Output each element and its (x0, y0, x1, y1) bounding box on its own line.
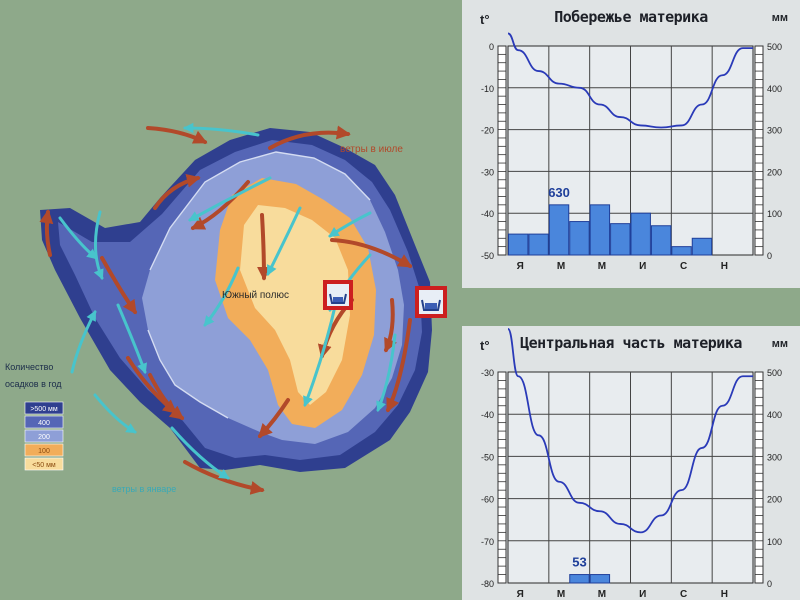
precip-tick-label: 500 (767, 42, 782, 52)
scale-strip (754, 371, 764, 584)
month-tick-label: С (680, 261, 687, 272)
month-tick-label: М (598, 261, 606, 272)
total-precipitation-label: 630 (548, 185, 570, 200)
temp-tick-label: -70 (481, 537, 494, 547)
winds-january-label: ветры в январе (112, 484, 176, 494)
pole-label: Южный полюс (222, 290, 289, 301)
precip-tick-label: 200 (767, 167, 782, 177)
temp-tick-label: -60 (481, 495, 494, 505)
temp-tick-label: -50 (481, 251, 494, 261)
temp-tick-label: -40 (481, 209, 494, 219)
precipitation-bar (528, 233, 549, 256)
month-tick-label: И (639, 589, 646, 600)
station-marker-coast[interactable] (415, 286, 447, 318)
legend-swatch (24, 443, 64, 457)
winds-july-label: ветры в июле (340, 144, 403, 155)
legend-label: <50 мм (32, 462, 56, 469)
precipitation-bar (508, 233, 529, 256)
temperature-unit: t° (480, 12, 490, 27)
legend-title-line1: Количество (5, 362, 53, 372)
antarctica-precipitation-map: ветры в июле Южный полюс ветры в январе … (5, 122, 447, 495)
temp-tick-label: -40 (481, 410, 494, 420)
precipitation-bar (589, 574, 611, 584)
temp-tick-label: -20 (481, 126, 494, 136)
precip-tick-label: 400 (767, 84, 782, 94)
temperature-line (507, 328, 753, 534)
month-tick-label: Я (517, 261, 524, 272)
temp-tick-label: -30 (481, 167, 494, 177)
temp-tick-label: -30 (481, 368, 494, 378)
precip-tick-label: 100 (767, 537, 782, 547)
month-tick-label: М (557, 261, 565, 272)
temp-tick-label: -80 (481, 579, 494, 589)
precipitation-bar (691, 237, 713, 256)
scale-strip (497, 45, 507, 256)
temperature-line (507, 32, 753, 129)
month-tick-label: С (680, 589, 687, 600)
precipitation-bar (569, 221, 590, 256)
precipitation-bar (630, 212, 651, 256)
precip-tick-label: 100 (767, 209, 782, 219)
precipitation-bar (569, 574, 590, 584)
legend-swatch (24, 457, 64, 471)
month-tick-label: Я (517, 589, 524, 600)
precip-tick-label: 400 (767, 410, 782, 420)
month-tick-label: Н (721, 589, 728, 600)
scale-strip (497, 371, 507, 584)
legend-swatch (24, 415, 64, 429)
temperature-unit: t° (480, 338, 490, 353)
temp-tick-label: -50 (481, 452, 494, 462)
month-tick-label: М (557, 589, 565, 600)
precip-tick-label: 200 (767, 495, 782, 505)
month-tick-label: М (598, 589, 606, 600)
month-tick-label: И (639, 261, 646, 272)
scale-strip (754, 45, 764, 256)
precipitation-bar (589, 204, 611, 256)
precip-tick-label: 300 (767, 126, 782, 136)
precipitation-bar (548, 204, 570, 256)
legend-label: 100 (38, 448, 50, 455)
precipitation-unit: мм (771, 12, 788, 24)
precip-tick-label: 0 (767, 579, 772, 589)
temp-tick-label: -10 (481, 84, 494, 94)
total-precipitation-label: 53 (572, 555, 586, 570)
legend-label: >500 мм (30, 406, 58, 413)
climate-chart-coast: Побережье материка t° мм 0 -10 -20 -30 -40 -5… (462, 0, 800, 288)
legend-label: 400 (38, 420, 50, 427)
red-wind-arrows (39, 125, 413, 495)
month-tick-label: Н (721, 261, 728, 272)
climate-chart-svg: -30 -40 -50 -60 -70 -80 500 400 300 200 100 0 53 Я М М И… (481, 328, 782, 600)
precipitation-bar (610, 223, 631, 256)
precip-tick-label: 500 (767, 368, 782, 378)
precip-tick-label: 300 (767, 452, 782, 462)
precip-tick-label: 0 (767, 251, 772, 261)
climate-chart-svg: 0 -10 -20 -30 -40 -50 500 400 300 200 100 0 630 Я М М И С… (481, 32, 782, 272)
precipitation-bar (650, 225, 672, 256)
precipitation-unit: мм (771, 338, 788, 350)
legend-swatch (24, 401, 64, 415)
legend-label: 200 (38, 434, 50, 441)
station-marker-central[interactable] (323, 280, 353, 310)
legend-swatch (24, 429, 64, 443)
precipitation-bar (671, 246, 692, 256)
temp-tick-label: 0 (489, 42, 494, 52)
chart-title: Побережье материка (554, 8, 708, 26)
climate-chart-center: Центральная часть материка t° мм -30 -40-… (462, 326, 800, 600)
legend-title-line2: осадков в год (5, 379, 62, 389)
chart-title: Центральная часть материка (520, 334, 742, 352)
precipitation-legend: Количество осадков в год >500 мм 400 200 10… (5, 362, 64, 471)
cyan-wind-arrows (58, 122, 397, 480)
